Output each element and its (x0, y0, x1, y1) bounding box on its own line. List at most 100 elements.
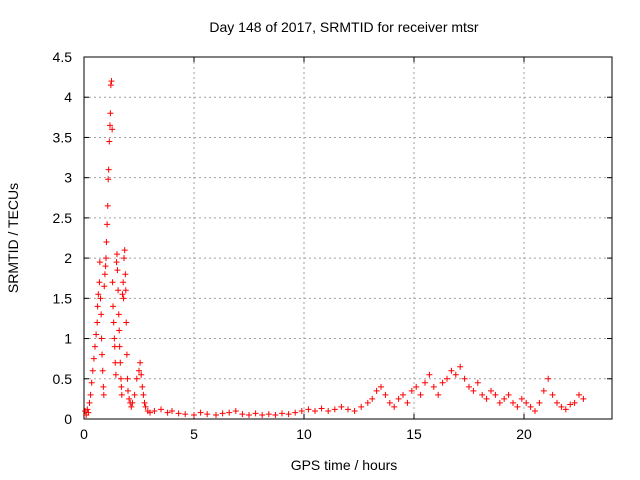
x-tick-label: 0 (80, 426, 88, 442)
data-point (104, 221, 111, 228)
data-point (358, 403, 365, 410)
data-point (111, 335, 118, 342)
data-point (492, 391, 499, 398)
data-point (400, 391, 406, 398)
data-point (378, 383, 384, 390)
data-point (114, 267, 121, 274)
x-tick-label: 15 (406, 426, 422, 442)
data-point (226, 409, 233, 416)
data-point (117, 375, 124, 382)
data-point (133, 375, 140, 382)
data-point (151, 407, 158, 414)
data-point (219, 410, 226, 417)
x-axis: 0 5 10 15 20 (80, 57, 532, 442)
data-point (105, 176, 112, 183)
data-point (395, 395, 402, 402)
plot-frame (83, 56, 613, 420)
y-tick-label: 3 (64, 170, 72, 186)
data-point (121, 247, 128, 254)
data-point (112, 371, 119, 378)
data-point (101, 283, 108, 290)
data-point (115, 311, 122, 318)
data-point (558, 403, 565, 410)
y-tick-label: 2.5 (53, 210, 73, 226)
data-point (98, 335, 105, 342)
data-point (439, 379, 446, 386)
data-point (204, 411, 211, 418)
data-point (129, 399, 136, 406)
data-point (417, 391, 424, 398)
data-point (109, 126, 116, 133)
data-point (435, 391, 442, 398)
data-point (120, 295, 127, 302)
data-point (549, 391, 556, 398)
data-point (312, 407, 318, 414)
data-point (142, 403, 149, 410)
data-point (279, 410, 285, 417)
data-point (373, 387, 380, 394)
data-point (147, 409, 153, 416)
data-point (158, 406, 164, 413)
data-point (567, 401, 574, 408)
y-axis-label: SRMTID / TECUs (5, 183, 21, 293)
data-point (113, 259, 120, 266)
data-point (305, 406, 312, 413)
x-axis-label: GPS time / hours (291, 457, 398, 473)
data-point (523, 399, 530, 406)
data-point (232, 407, 239, 414)
data-point (338, 403, 345, 410)
data-point (120, 279, 127, 286)
data-point (89, 367, 96, 374)
data-point (554, 399, 560, 406)
data-point (107, 82, 114, 89)
y-tick-label: 0.5 (53, 371, 73, 387)
chart-title: Day 148 of 2017, SRMTID for receiver mts… (209, 19, 479, 35)
data-point (444, 375, 450, 382)
data-point (110, 303, 117, 310)
data-point (501, 395, 508, 402)
data-point (318, 405, 325, 412)
data-point (122, 271, 129, 278)
data-point (123, 351, 130, 358)
y-tick-label: 4 (64, 89, 72, 105)
data-point (514, 403, 521, 410)
data-point (496, 399, 503, 406)
data-point (125, 387, 131, 394)
data-point (109, 279, 116, 286)
data-point (540, 387, 547, 394)
data-point (107, 110, 114, 117)
data-point (331, 406, 338, 413)
data-point (325, 407, 332, 414)
data-point (182, 411, 189, 418)
data-points (82, 78, 587, 418)
data-point (466, 383, 472, 390)
data-point (351, 407, 358, 414)
data-point (102, 263, 109, 270)
y-tick-label: 2 (64, 250, 72, 266)
data-point (85, 409, 92, 416)
grid (84, 57, 612, 419)
data-point (518, 395, 525, 402)
data-point (461, 375, 468, 382)
data-point (169, 407, 175, 414)
data-point (114, 251, 120, 258)
data-point (510, 399, 516, 406)
data-point (106, 138, 113, 145)
data-point (272, 411, 279, 418)
data-point (175, 410, 182, 417)
data-point (118, 383, 125, 390)
data-point (413, 383, 420, 390)
data-point (452, 371, 459, 378)
data-point (140, 391, 147, 398)
data-point (246, 411, 252, 418)
data-point (93, 331, 100, 338)
data-point (138, 371, 145, 378)
data-point (116, 327, 123, 334)
x-tick-label: 20 (516, 426, 532, 442)
data-point (430, 383, 437, 390)
data-point (285, 411, 292, 418)
data-point (98, 311, 105, 318)
data-point (84, 406, 91, 413)
data-point (131, 391, 138, 398)
